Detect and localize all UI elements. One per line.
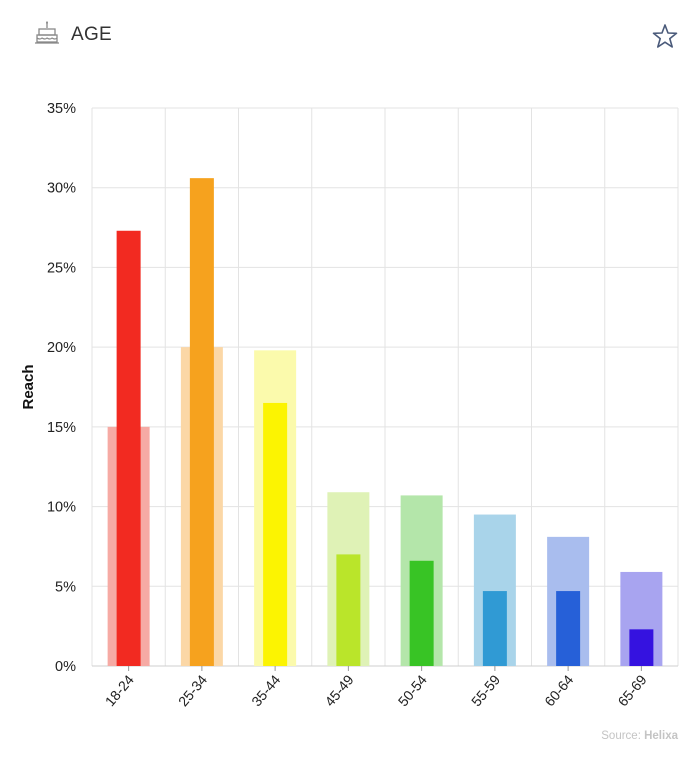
- bar-narrow-65-69: [629, 629, 654, 666]
- x-tick-label: 18-24: [102, 671, 137, 709]
- y-axis-label: Reach: [20, 364, 37, 409]
- y-tick-label: 25%: [47, 260, 76, 276]
- y-tick-label: 15%: [47, 420, 76, 436]
- x-tick-label: 35-44: [248, 671, 283, 709]
- y-tick-label: 5%: [55, 579, 76, 595]
- bar-narrow-60-64: [556, 591, 581, 666]
- x-tick-label: 60-64: [541, 671, 576, 709]
- x-tick-label: 65-69: [614, 671, 649, 709]
- source-credit: Source: Helixa: [601, 730, 678, 742]
- star-outline-icon[interactable]: [652, 23, 678, 49]
- x-tick-label: 25-34: [175, 671, 210, 709]
- y-tick-label: 35%: [47, 101, 76, 117]
- bar-narrow-25-34: [189, 178, 214, 667]
- header: AGE: [0, 0, 700, 70]
- cake-icon: [35, 21, 59, 44]
- y-tick-label: 10%: [47, 500, 76, 516]
- source-name: Helixa: [644, 730, 678, 742]
- bar-narrow-18-24: [116, 230, 141, 666]
- bar-narrow-35-44: [263, 402, 288, 666]
- y-tick-label: 20%: [47, 340, 76, 356]
- y-tick-label: 30%: [47, 181, 76, 197]
- bar-narrow-55-59: [482, 591, 507, 666]
- x-tick-label: 50-54: [395, 671, 430, 709]
- x-tick-label: 45-49: [321, 671, 356, 709]
- y-tick-label: 0%: [55, 659, 76, 675]
- bar-narrow-50-54: [409, 560, 434, 666]
- section-title: AGE: [71, 24, 113, 45]
- age-reach-chart: 0% 5% 10% 15% 20% 25% 30% 35% 18-24 25-34 35-44 45-…: [20, 101, 679, 709]
- bar-narrow-45-49: [336, 554, 361, 666]
- source-prefix: Source:: [601, 730, 641, 742]
- x-tick-label: 55-59: [468, 671, 503, 709]
